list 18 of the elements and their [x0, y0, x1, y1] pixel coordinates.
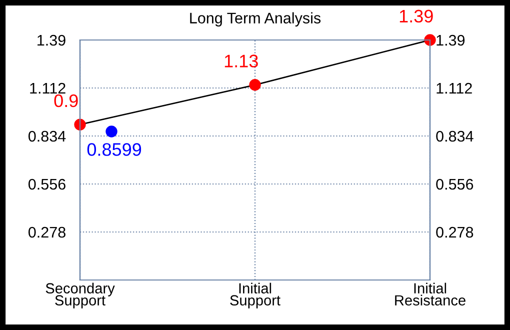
x-tick-label: Initial Support [230, 282, 280, 308]
chart-title: Long Term Analysis [190, 12, 321, 27]
x-tick-label: Initial Resistance [395, 282, 466, 306]
y2-tick-label: 1.39 [436, 34, 465, 46]
data-label: 0.8599 [87, 143, 142, 156]
y-tick-label: 0.834 [28, 130, 66, 142]
y2-tick-label: 0.278 [436, 226, 474, 238]
y-tick-label: 1.112 [30, 82, 66, 94]
data-label: 1.39 [400, 10, 433, 23]
y-tick-label: 1.39 [38, 34, 66, 46]
y2-tick-label: 0.556 [436, 178, 474, 190]
y-tick-label: 0.278 [28, 226, 66, 238]
y-tick-label: 0.556 [28, 178, 66, 190]
data-label: 1.13 [224, 54, 258, 68]
data-label: 0.9 [54, 94, 78, 108]
y2-tick-label: 1.112 [436, 82, 472, 94]
x-tick-label: Secondary Support [46, 282, 115, 308]
y2-tick-label: 0.834 [436, 130, 474, 142]
